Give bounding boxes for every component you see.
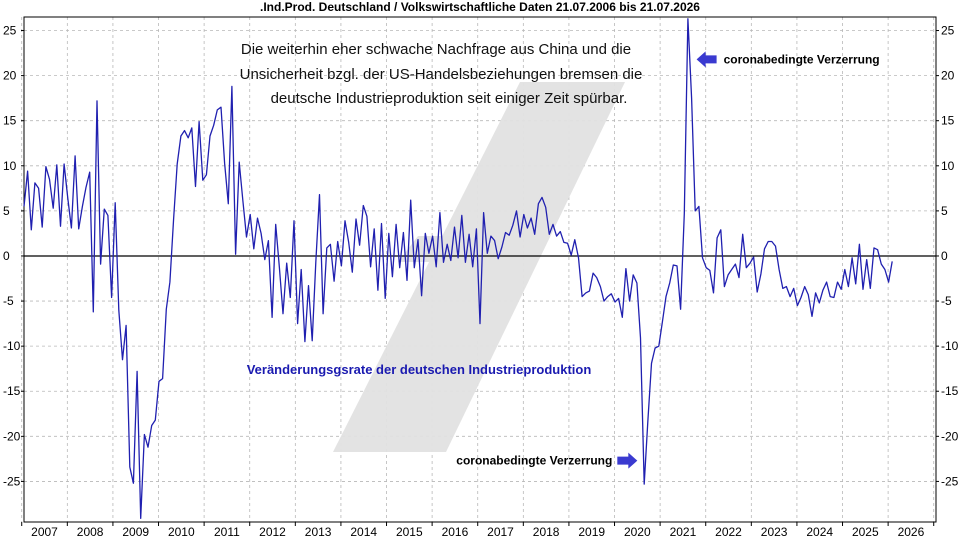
y-tick-label-right: -10	[941, 339, 959, 353]
y-tick-label-left: 0	[3, 249, 10, 263]
x-tick-label: 2016	[442, 525, 469, 539]
x-tick-label: 2023	[761, 525, 788, 539]
x-tick-label: 2024	[806, 525, 833, 539]
y-tick-label-left: -10	[3, 339, 21, 353]
x-tick-label: 2017	[487, 525, 514, 539]
annotation-label: coronabedingte Verzerrung	[724, 52, 880, 66]
y-tick-label-left: 10	[3, 159, 17, 173]
y-tick-label-right: -20	[941, 429, 959, 443]
x-tick-label: 2022	[715, 525, 742, 539]
x-tick-label: 2010	[168, 525, 195, 539]
y-tick-label-right: -15	[941, 384, 959, 398]
y-tick-label-right: 0	[941, 249, 948, 263]
x-tick-label: 2011	[214, 525, 240, 539]
x-tick-label: 2019	[578, 525, 605, 539]
x-tick-label: 2025	[852, 525, 879, 539]
note-line-2: Unsicherheit bzgl. der US-Handelsbeziehu…	[240, 66, 643, 83]
y-tick-label-right: 20	[941, 69, 955, 83]
annotation-arrow-left	[696, 51, 717, 68]
y-tick-label-left: -20	[3, 429, 21, 443]
note-line-1: Die weiterhin eher schwache Nachfrage au…	[241, 41, 631, 58]
x-tick-label: 2018	[533, 525, 560, 539]
y-tick-label-left: 5	[3, 204, 10, 218]
x-tick-label: 2007	[31, 525, 58, 539]
x-tick-label: 2012	[259, 525, 286, 539]
x-tick-label: 2013	[305, 525, 332, 539]
x-tick-label: 2020	[624, 525, 651, 539]
annotation-label: coronabedingte Verzerrung	[456, 454, 612, 468]
plot-frame	[23, 16, 937, 523]
chart-title: .Ind.Prod. Deutschland / Volkswirtschaft…	[260, 0, 700, 14]
series-line	[23, 18, 893, 520]
series-label: Veränderungsgsrate der deutschen Industr…	[247, 362, 592, 377]
y-tick-label-left: 25	[3, 24, 17, 38]
watermark-logo-slash	[333, 82, 625, 452]
x-tick-label: 2014	[350, 525, 377, 539]
y-tick-label-right: 10	[941, 159, 955, 173]
y-tick-label-left: -5	[3, 294, 14, 308]
y-tick-label-right: -25	[941, 474, 959, 488]
annotations: coronabedingte Verzerrung coronabedingte …	[456, 51, 880, 469]
note-line-3: deutsche Industrieproduktion seit einige…	[271, 90, 628, 107]
x-tick-label: 2008	[77, 525, 104, 539]
y-tick-label-left: 15	[3, 114, 17, 128]
y-tick-label-right: 25	[941, 24, 955, 38]
annotation-arrow-right	[617, 452, 638, 469]
y-tick-label-right: 5	[941, 204, 948, 218]
y-tick-label-right: -5	[941, 294, 952, 308]
x-tick-label: 2021	[670, 525, 697, 539]
chart-note: Die weiterhin eher schwache Nachfrage au…	[240, 41, 643, 107]
x-tick-label: 2009	[122, 525, 149, 539]
y-tick-label-left: -15	[3, 384, 21, 398]
data-series	[23, 18, 893, 520]
y-tick-label-left: 20	[3, 69, 17, 83]
y-tick-label-right: 15	[941, 114, 955, 128]
y-tick-label-left: -25	[3, 474, 21, 488]
x-tick-label: 2026	[898, 525, 925, 539]
x-tick-label: 2015	[396, 525, 423, 539]
